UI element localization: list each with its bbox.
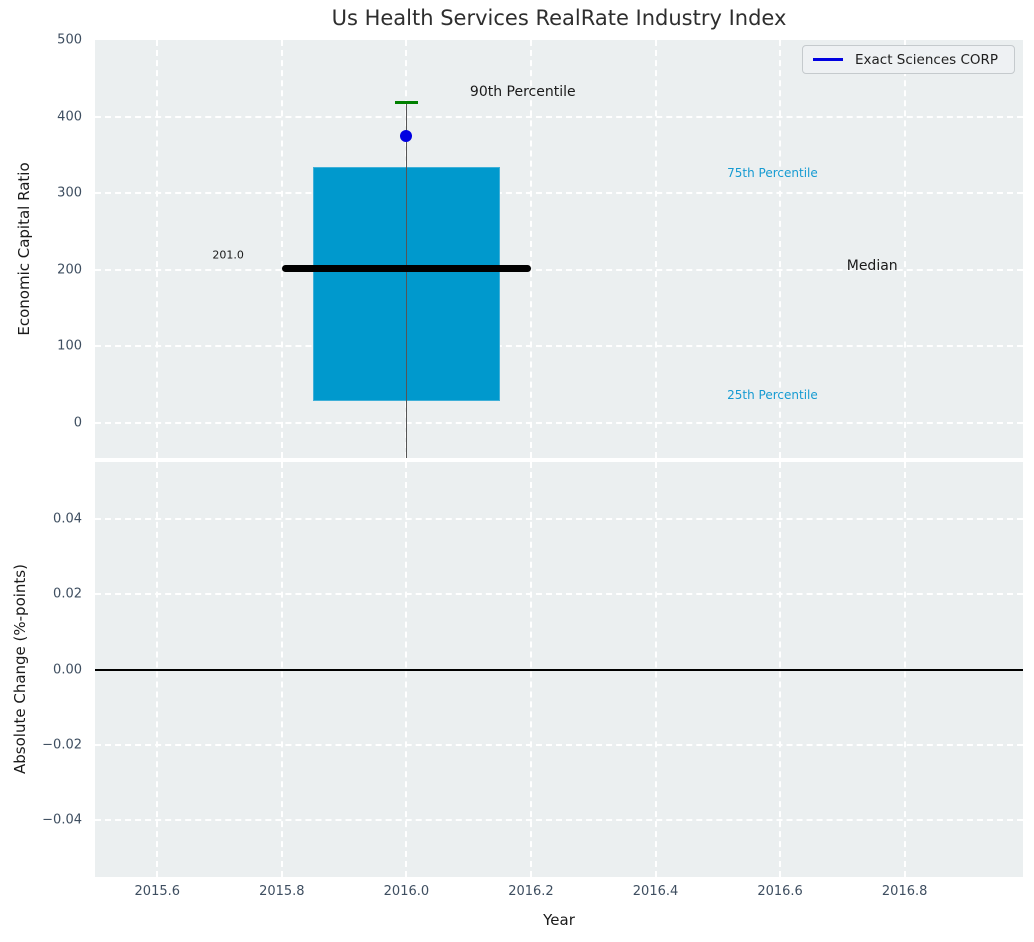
median-line xyxy=(281,265,531,273)
company-point xyxy=(400,129,413,142)
gridline-vertical xyxy=(529,40,532,458)
x-tick-label: 2016.8 xyxy=(881,884,928,899)
x-tick-label: 2015.6 xyxy=(134,884,181,899)
x-tick-label: 2015.8 xyxy=(259,884,305,899)
y-tick-label: 500 xyxy=(57,32,82,48)
annotation-25th-percentile: 25th Percentile xyxy=(727,388,818,403)
y-tick-label: 0.00 xyxy=(53,662,82,677)
gridline-vertical xyxy=(156,40,159,458)
gridline-horizontal xyxy=(95,345,1023,348)
zero-line xyxy=(95,668,1023,671)
x-tick-label: 2016.2 xyxy=(508,884,554,899)
gridline-vertical xyxy=(779,40,782,458)
y-tick-label: 0 xyxy=(73,415,82,431)
x-tick-label: 2016.6 xyxy=(757,884,803,899)
chart-title: Us Health Services RealRate Industry Ind… xyxy=(331,6,787,30)
gridline-horizontal xyxy=(95,593,1023,596)
y-tick-label: 100 xyxy=(57,338,82,354)
y-tick-label: −0.02 xyxy=(42,737,82,753)
annotation-75th-percentile: 75th Percentile xyxy=(727,166,818,181)
whisker-line xyxy=(405,102,408,458)
y-tick-label: 200 xyxy=(57,262,82,278)
y-tick-label: 0.02 xyxy=(53,586,82,602)
x-axis-label: Year xyxy=(543,911,575,929)
p90-cap xyxy=(395,101,418,105)
x-tick-label: 2016.4 xyxy=(632,884,679,899)
gridline-horizontal xyxy=(95,268,1023,271)
y-tick-label: −0.04 xyxy=(42,812,82,828)
y-tick-label: 400 xyxy=(57,109,82,125)
y-tick-label: 0.04 xyxy=(53,511,82,527)
gridline-vertical xyxy=(903,40,906,458)
y-tick-label: 300 xyxy=(57,185,82,201)
gridline-horizontal xyxy=(95,517,1023,520)
legend: Exact Sciences CORP xyxy=(802,45,1015,74)
annotation-90th-percentile: 90th Percentile xyxy=(469,84,576,101)
legend-line-swatch xyxy=(813,58,843,61)
gridline-horizontal xyxy=(95,192,1023,195)
annotation-median: Median xyxy=(846,257,898,274)
gridline-vertical xyxy=(654,40,657,458)
axes-absolute-change xyxy=(95,462,1023,877)
gridline-horizontal xyxy=(95,819,1023,822)
x-tick-label: 2016.0 xyxy=(383,884,430,899)
legend-label: Exact Sciences CORP xyxy=(855,51,999,68)
gridline-horizontal xyxy=(95,743,1023,746)
gridline-vertical xyxy=(280,40,283,458)
gridline-horizontal xyxy=(95,115,1023,118)
gridline-horizontal xyxy=(95,421,1023,424)
annotation-201-0: 201.0 xyxy=(212,248,244,262)
axes-economic-capital-ratio: 90th Percentile 75th Percentile Median 25th… xyxy=(95,40,1023,458)
